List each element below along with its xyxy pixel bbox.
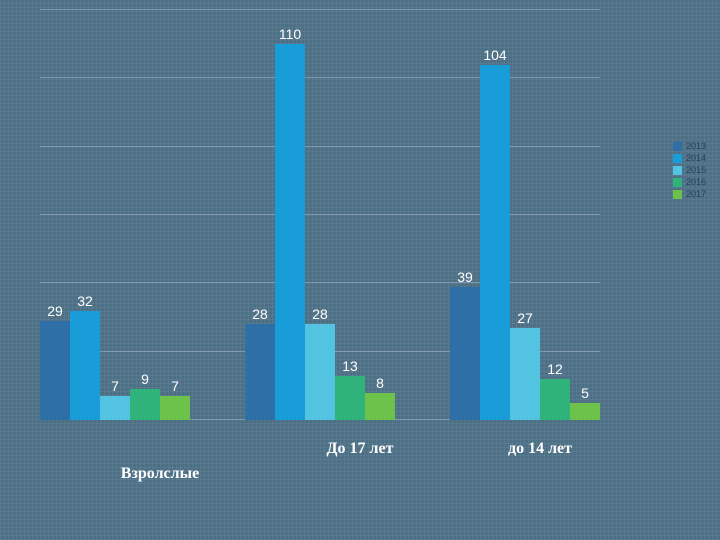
legend-item: 2013 (673, 140, 706, 152)
legend-label: 2016 (686, 177, 706, 187)
chart-plot-area: 293279728110281383910427125 (40, 10, 600, 420)
legend-swatch (673, 142, 682, 151)
legend-item: 2016 (673, 176, 706, 188)
legend-swatch (673, 166, 682, 175)
legend-item: 2017 (673, 188, 706, 200)
category-label: Взролслые (121, 465, 199, 483)
bar-value-label: 7 (111, 378, 119, 394)
bar: 32 (70, 311, 100, 420)
legend-label: 2013 (686, 141, 706, 151)
bar-value-label: 8 (376, 375, 384, 391)
bar-value-label: 13 (342, 358, 358, 374)
legend-item: 2014 (673, 152, 706, 164)
bar-value-label: 28 (312, 306, 328, 322)
category-label: до 14 лет (508, 440, 572, 458)
bar: 8 (365, 393, 395, 420)
legend-swatch (673, 178, 682, 187)
legend-label: 2014 (686, 153, 706, 163)
category-labels: Взролслые До 17 лет до 14 лет (40, 440, 600, 490)
bar: 13 (335, 376, 365, 420)
bar-value-label: 7 (171, 378, 179, 394)
bar: 104 (480, 65, 510, 420)
bar-group: 2932797 (40, 311, 190, 420)
bar-value-label: 28 (252, 306, 268, 322)
bar: 9 (130, 389, 160, 420)
bar-group: 3910427125 (450, 65, 600, 420)
bar-value-label: 104 (483, 47, 506, 63)
bar-groups: 293279728110281383910427125 (40, 10, 600, 420)
bar: 110 (275, 44, 305, 420)
bar: 28 (305, 324, 335, 420)
bar: 27 (510, 328, 540, 420)
legend-label: 2017 (686, 189, 706, 199)
legend-swatch (673, 190, 682, 199)
bar-value-label: 110 (279, 26, 301, 42)
bar: 12 (540, 379, 570, 420)
bar-value-label: 5 (581, 385, 589, 401)
legend-label: 2015 (686, 165, 706, 175)
bar: 7 (100, 396, 130, 420)
legend-item: 2015 (673, 164, 706, 176)
bar: 29 (40, 321, 70, 420)
bar: 39 (450, 287, 480, 420)
category-label: До 17 лет (327, 440, 394, 458)
legend: 2013 2014 2015 2016 2017 (673, 140, 706, 200)
bar: 7 (160, 396, 190, 420)
bar: 28 (245, 324, 275, 420)
legend-swatch (673, 154, 682, 163)
bar-value-label: 27 (517, 310, 533, 326)
bar-value-label: 29 (47, 303, 63, 319)
bar-group: 2811028138 (245, 44, 395, 420)
bar-value-label: 39 (457, 269, 473, 285)
bar: 5 (570, 403, 600, 420)
bar-value-label: 12 (547, 361, 563, 377)
bar-value-label: 32 (77, 293, 93, 309)
bar-value-label: 9 (141, 371, 149, 387)
